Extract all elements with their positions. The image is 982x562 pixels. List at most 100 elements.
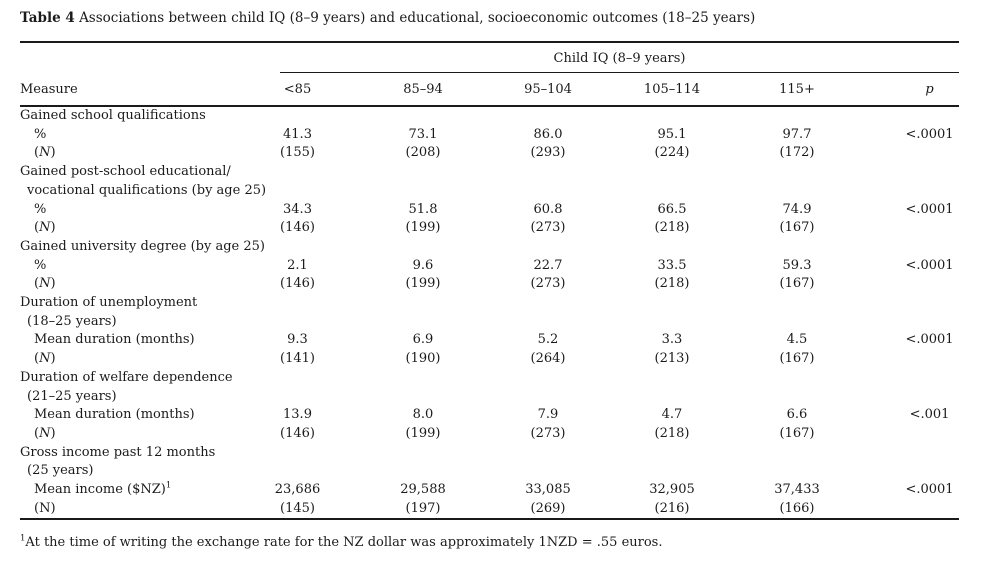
p-value-cell — [860, 106, 959, 126]
measure-cell: Gained university degree (by age 25) — [20, 238, 265, 257]
value-cell: 3.3 — [661, 332, 683, 348]
value-cell — [360, 369, 486, 388]
value-cell — [360, 388, 486, 407]
table-row: % 34.3 51.8 60.8 66.5 74.9 <.0001 — [20, 201, 959, 220]
value-cell — [734, 388, 860, 407]
value-cell — [486, 163, 610, 182]
value-cell — [360, 313, 486, 332]
value-cell: 9.3 — [287, 332, 308, 348]
measure-cell: Mean duration (months) — [20, 406, 235, 425]
measure-cell: (18–25 years) — [20, 313, 235, 332]
p-value-cell — [860, 444, 959, 463]
column-header-p: p — [860, 73, 960, 107]
table-row: Gained post-school educational/ — [20, 163, 959, 182]
table-row: Mean income ($NZ)1 23,686 29,588 33,085 32,9… — [20, 481, 959, 500]
table-title: Table 4 Associations between child IQ (8… — [20, 8, 959, 28]
p-value-cell: <.001 — [909, 407, 950, 423]
value-cell — [610, 294, 734, 313]
p-value-cell — [860, 163, 959, 182]
value-cell: 34.3 — [283, 201, 312, 217]
table-row: Gained school qualifications — [20, 106, 959, 126]
table-row: (N) (146) (199) (273) (218) (167) — [20, 425, 959, 444]
measure-label-part: 1 — [165, 480, 172, 491]
column-header-iq-95-104: 95–104 — [486, 73, 610, 107]
value-cell: (190) — [405, 351, 441, 367]
value-cell: 6.6 — [786, 407, 808, 423]
value-cell: (167) — [779, 220, 815, 236]
measure-label-part: Mean income ($NZ) — [34, 482, 166, 498]
value-cell: 4.5 — [786, 332, 808, 348]
column-header-iq-105-114: 105–114 — [610, 73, 734, 107]
value-cell — [610, 106, 734, 126]
p-value-cell: <.0001 — [905, 257, 954, 273]
measure-label-part: (25 years) — [27, 463, 94, 479]
value-cell — [360, 294, 486, 313]
column-header-iq-85-94: 85–94 — [360, 73, 486, 107]
value-cell: (218) — [654, 276, 690, 292]
value-cell: 8.0 — [412, 407, 434, 423]
value-cell: (216) — [654, 500, 690, 516]
measure-label-part: N — [39, 351, 51, 367]
value-cell: (199) — [405, 276, 441, 292]
value-cell — [734, 163, 860, 182]
measure-cell: (N) — [20, 144, 235, 163]
measure-label-part: ) — [50, 351, 56, 367]
value-cell — [486, 238, 610, 257]
value-cell: 95.1 — [657, 126, 687, 142]
measure-label-part: Duration of welfare dependence — [20, 369, 233, 385]
measure-cell: (N) — [20, 425, 235, 444]
footnote-text: At the time of writing the exchange rate… — [25, 535, 663, 551]
p-value-cell — [860, 294, 959, 313]
table-number-label: Table 4 — [20, 10, 75, 26]
value-cell: (293) — [530, 145, 566, 161]
value-cell — [486, 462, 610, 481]
table-row: (N) (155) (208) (293) (224) (172) — [20, 144, 959, 163]
value-cell: 59.3 — [782, 257, 812, 273]
value-cell — [235, 462, 360, 481]
value-cell: (146) — [280, 276, 315, 292]
value-cell: 97.7 — [782, 126, 812, 142]
value-cell — [610, 444, 734, 463]
measure-label-part: vocational qualifications (by age 25) — [27, 182, 267, 198]
value-cell — [486, 388, 610, 407]
value-cell — [360, 182, 486, 201]
value-cell — [734, 462, 860, 481]
value-cell: (167) — [779, 425, 815, 441]
measure-label-part: N — [39, 425, 51, 441]
measure-cell: Duration of unemployment — [20, 294, 235, 313]
p-value-cell — [860, 462, 959, 481]
footnote: 1At the time of writing the exchange rat… — [20, 533, 959, 552]
value-cell: (146) — [280, 220, 315, 236]
measure-label-part: Gained university degree (by age 25) — [20, 238, 265, 254]
table-row: Duration of unemployment — [20, 294, 959, 313]
measure-label-part: (18–25 years) — [27, 313, 117, 329]
value-cell: 4.7 — [661, 407, 683, 423]
measure-cell: Gained post-school educational/ — [20, 163, 235, 182]
value-cell: 33.5 — [657, 257, 687, 273]
measure-cell: Duration of welfare dependence — [20, 369, 235, 388]
value-cell — [235, 388, 360, 407]
value-cell: (199) — [405, 425, 441, 441]
p-value-cell — [860, 238, 959, 257]
measure-label-part: ( — [34, 425, 40, 441]
value-cell: (224) — [654, 145, 690, 161]
measure-label-part: Gained school qualifications — [20, 108, 206, 123]
value-cell: (155) — [280, 145, 315, 161]
value-cell — [734, 294, 860, 313]
measure-label-part: ( — [34, 351, 40, 367]
measure-cell: (N) — [20, 275, 235, 294]
value-cell: 74.9 — [782, 201, 812, 217]
value-cell: (172) — [779, 145, 815, 161]
value-cell — [486, 313, 610, 332]
measure-label-part: % — [34, 201, 47, 217]
table-row: vocational qualifications (by age 25) — [20, 182, 959, 201]
value-cell — [360, 462, 486, 481]
value-cell: 37,433 — [774, 482, 820, 498]
value-cell: (146) — [280, 425, 315, 441]
value-cell: (166) — [779, 500, 815, 516]
table-row: (N) (141) (190) (264) (213) (167) — [20, 350, 959, 369]
value-cell — [235, 313, 360, 332]
value-cell — [610, 163, 734, 182]
value-cell — [610, 369, 734, 388]
